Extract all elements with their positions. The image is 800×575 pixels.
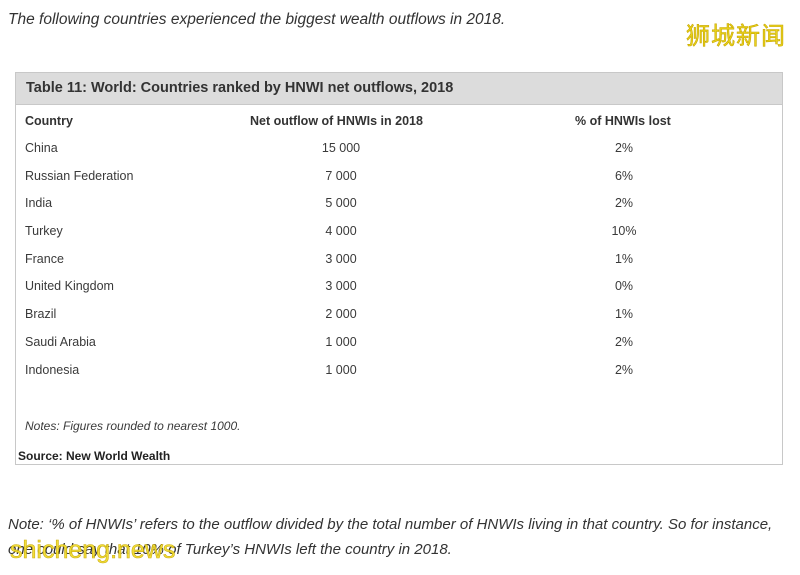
intro-text: The following countries experienced the … (8, 11, 506, 28)
percent-cell: 6% (614, 168, 634, 183)
table-body: China 15 000 2% Russian Federation 7 000… (16, 135, 782, 384)
wealth-outflow-table: Table 11: World: Countries ranked by HNW… (15, 72, 783, 465)
country-cell: Russian Federation (25, 168, 134, 183)
outflow-cell: 3 000 (325, 279, 357, 294)
column-header-percent-lost: % of HNWIs lost (575, 114, 671, 128)
country-cell: India (25, 196, 53, 211)
table-row: Saudi Arabia 1 000 2% (16, 329, 782, 357)
country-cell: China (25, 141, 58, 155)
country-cell: Indonesia (25, 362, 80, 377)
outflow-cell: 7 000 (325, 168, 357, 183)
table-row: France 3 000 1% (16, 246, 782, 274)
table-row: India 5 000 2% (16, 190, 782, 218)
percent-cell: 2% (614, 362, 634, 377)
outflow-cell: 3 000 (325, 251, 357, 266)
table-title: Table 11: World: Countries ranked by HNW… (26, 80, 454, 96)
country-cell: Brazil (25, 307, 57, 322)
table-source: Source: New World Wealth (18, 449, 171, 463)
country-cell: France (25, 251, 64, 266)
column-header-net-outflow: Net outflow of HNWIs in 2018 (250, 114, 423, 128)
percent-cell: 10% (611, 224, 637, 239)
country-cell: Turkey (25, 224, 63, 239)
outflow-cell: 4 000 (325, 224, 357, 239)
table-row: China 15 000 2% (16, 135, 782, 163)
outflow-cell: 15 000 (321, 141, 361, 155)
percent-cell: 2% (614, 141, 634, 155)
table-notes: Notes: Figures rounded to nearest 1000. (25, 419, 241, 433)
percent-cell: 2% (614, 334, 634, 349)
table-row: Turkey 4 000 10% (16, 218, 782, 246)
watermark-logo-chinese: 狮城新闻 (686, 23, 786, 51)
percent-cell: 0% (614, 279, 634, 294)
outflow-cell: 1 000 (325, 362, 357, 377)
outflow-cell: 1 000 (325, 334, 357, 349)
watermark-site-name: shicheng.news (10, 536, 176, 565)
outflow-cell: 5 000 (325, 196, 357, 211)
percent-cell: 1% (614, 251, 634, 266)
percent-cell: 2% (614, 196, 634, 211)
table-row: Brazil 2 000 1% (16, 301, 782, 329)
column-header-country: Country (25, 114, 73, 128)
table-row: United Kingdom 3 000 0% (16, 273, 782, 301)
table-row: Indonesia 1 000 2% (16, 357, 782, 385)
table-row: Russian Federation 7 000 6% (16, 163, 782, 191)
country-cell: United Kingdom (25, 279, 114, 294)
footnote-text: Note: ‘% of HNWIs’ refers to the outflow… (8, 516, 773, 558)
table-title-bar: Table 11: World: Countries ranked by HNW… (16, 73, 782, 105)
outflow-cell: 2 000 (325, 307, 357, 322)
country-cell: Saudi Arabia (25, 334, 96, 349)
percent-cell: 1% (614, 307, 634, 322)
